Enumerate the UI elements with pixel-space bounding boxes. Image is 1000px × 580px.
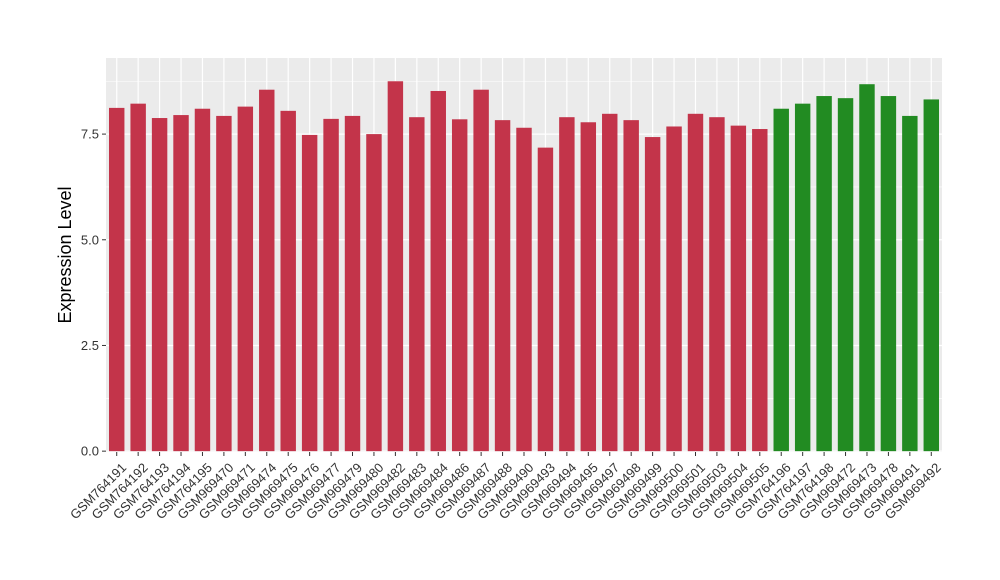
bar-GSM969499 xyxy=(644,137,661,452)
bar-GSM969472 xyxy=(837,98,854,452)
x-axis: GSM764191GSM764192GSM764193GSM764194GSM7… xyxy=(67,452,944,522)
bar-GSM969491 xyxy=(902,115,918,452)
bar-GSM969504 xyxy=(730,125,747,452)
y-tick-label: 0.0 xyxy=(81,444,99,459)
bar-GSM969471 xyxy=(237,106,254,452)
bar-GSM969503 xyxy=(709,117,725,452)
bar-GSM969500 xyxy=(666,126,682,452)
y-axis: 0.0 2.5 5.0 7.5 xyxy=(81,127,106,459)
bar-GSM764198 xyxy=(816,96,832,452)
bar-GSM969479 xyxy=(344,115,361,452)
bar-GSM764193 xyxy=(151,118,168,452)
bar-GSM969473 xyxy=(859,84,875,452)
y-tick-label: 7.5 xyxy=(81,127,99,142)
bar-GSM969476 xyxy=(301,134,318,452)
bar-GSM764191 xyxy=(109,107,125,452)
bar-GSM969477 xyxy=(323,118,339,452)
bar-GSM969501 xyxy=(687,113,704,452)
bar-GSM969486 xyxy=(451,119,468,452)
bar-GSM969483 xyxy=(409,117,425,452)
bar-GSM969492 xyxy=(923,99,939,452)
bar-GSM969498 xyxy=(623,120,639,452)
bar-GSM969484 xyxy=(430,90,446,452)
bar-GSM764195 xyxy=(194,108,211,452)
bar-GSM969480 xyxy=(366,134,382,452)
bar-GSM969487 xyxy=(473,89,489,452)
bar-GSM969494 xyxy=(559,117,575,452)
bar-GSM764196 xyxy=(773,108,789,452)
bar-GSM969495 xyxy=(580,122,597,452)
bar-GSM969474 xyxy=(259,89,275,452)
bars xyxy=(109,81,939,452)
bar-GSM969490 xyxy=(516,127,532,452)
bar-GSM764192 xyxy=(130,103,146,452)
bar-GSM969475 xyxy=(280,110,296,452)
bar-GSM969497 xyxy=(602,113,618,452)
bar-GSM969493 xyxy=(537,147,554,452)
y-tick-label: 2.5 xyxy=(81,338,99,353)
bar-GSM764197 xyxy=(794,103,811,452)
bar-GSM969488 xyxy=(494,120,511,452)
bar-GSM969482 xyxy=(387,81,404,452)
bar-GSM969478 xyxy=(880,96,897,452)
y-axis-title: Expression Level xyxy=(55,186,75,323)
y-tick-label: 5.0 xyxy=(81,232,99,247)
bar-GSM969470 xyxy=(216,115,232,452)
bar-GSM969505 xyxy=(752,129,768,452)
bar-GSM764194 xyxy=(173,115,189,452)
